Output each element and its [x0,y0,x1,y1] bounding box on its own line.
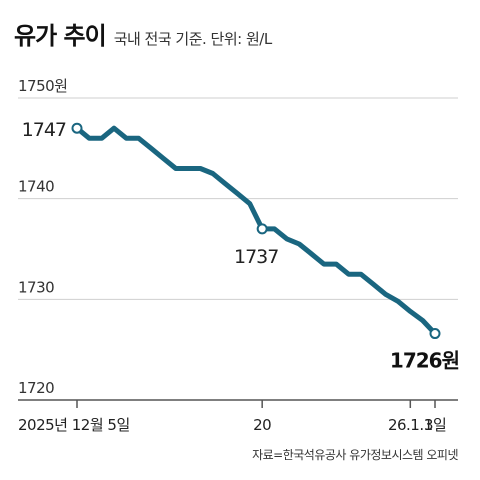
series-line-group [74,125,438,337]
data-label-15: 1737 [234,246,278,268]
source-note: 자료=한국석유공사 유가정보시스템 오피넷 [252,448,458,462]
x-axis: 2025년 12월 5일 20 26.1.13일 [18,399,458,434]
x-tick-label-2: 26.1.1 [388,416,433,434]
data-point-marker-0 [71,122,83,134]
y-tick-label-1750: 1750원 [18,77,67,95]
data-point-marker-15 [256,223,268,235]
x-tick-label-0: 2025년 12월 5일 [18,416,130,434]
data-label-29: 1726원 [390,349,459,373]
y-tick-label-1740: 1740 [18,178,54,196]
series-line [74,125,438,337]
x-tick-label-3: 3일 [424,416,446,434]
chart-title: 유가 추이 [14,22,107,50]
data-point-marker-29 [429,328,441,340]
y-tick-label-1720: 1720 [18,379,54,397]
x-tick-label-1: 20 [253,416,271,434]
y-tick-labels: 1750원 1740 1730 1720 [18,77,68,397]
data-annotations: 1747 1737 1726원 [22,119,460,373]
data-label-0: 1747 [22,119,66,141]
y-tick-label-1730: 1730 [18,278,54,296]
grid-lines [18,97,458,300]
chart-header: 유가 추이 국내 전국 기준. 단위: 원/L [14,16,272,51]
chart-subtitle: 국내 전국 기준. 단위: 원/L [113,30,273,48]
